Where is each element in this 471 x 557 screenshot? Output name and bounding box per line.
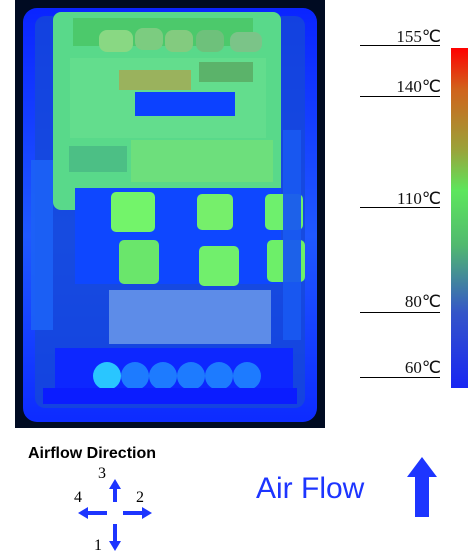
compass-label-up: 3 [98,465,106,482]
temp-line-60 [360,377,440,378]
compass-label-right: 2 [136,489,144,506]
airflow-direction-title: Airflow Direction [28,445,157,462]
temp-label-140: 140℃ [396,77,441,96]
temp-label-60: 60℃ [404,358,441,377]
temp-line-140 [360,96,440,97]
temp-line-110 [360,207,440,208]
temp-label-155: 155℃ [396,27,441,46]
airflow-compass: 3 4 2 1 [70,465,160,557]
compass-label-down: 1 [94,537,102,554]
compass-label-left: 4 [74,489,82,506]
thermal-heatmap [15,0,325,428]
air-flow-label: Air Flow [256,472,365,505]
temp-label-80: 80℃ [404,292,441,311]
temperature-color-bar [451,48,468,388]
thermal-image [15,0,325,428]
temp-label-110: 110℃ [397,189,441,208]
air-flow-arrow-icon [407,457,437,517]
compass-arrows-icon [78,479,152,551]
temp-line-80 [360,312,440,313]
temp-line-155 [360,45,440,46]
